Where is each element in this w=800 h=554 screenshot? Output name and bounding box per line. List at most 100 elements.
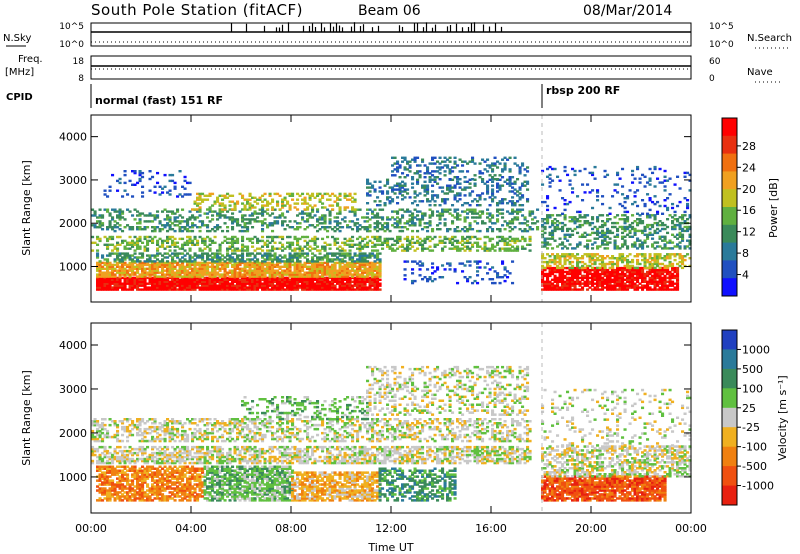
heatmap-cell: [298, 273, 302, 276]
heatmap-cell: [188, 239, 192, 243]
heatmap-cell: [491, 214, 495, 217]
heatmap-cell: [488, 166, 492, 169]
heatmap-cell: [518, 168, 522, 171]
heatmap-cell: [306, 275, 310, 278]
heatmap-cell: [431, 184, 435, 187]
heatmap-cell: [393, 226, 397, 229]
heatmap-cell: [218, 194, 222, 197]
heatmap-cell: [478, 237, 482, 241]
heatmap-cell: [526, 180, 530, 183]
heatmap-cell: [206, 245, 210, 248]
heatmap-cell: [186, 269, 190, 272]
heatmap-cell: [201, 269, 205, 272]
heatmap-cell: [121, 265, 125, 268]
heatmap-cell: [291, 258, 295, 261]
heatmap-cell: [581, 278, 585, 281]
heatmap-cell: [386, 241, 390, 244]
heatmap-cell: [441, 214, 445, 217]
heatmap-cell: [361, 252, 365, 255]
heatmap-cell: [571, 284, 575, 287]
heatmap-cell: [123, 173, 127, 177]
heatmap-cell: [331, 265, 335, 268]
heatmap-cell: [488, 218, 492, 221]
heatmap-cell: [458, 192, 462, 195]
heatmap-cell: [341, 260, 345, 263]
heatmap-cell: [243, 284, 247, 287]
heatmap-cell: [611, 278, 615, 281]
heatmap-cell: [268, 202, 272, 205]
heatmap-cell: [128, 273, 132, 276]
heatmap-cell: [153, 286, 157, 289]
heatmap-cell: [313, 263, 317, 267]
heatmap-cell: [651, 264, 655, 268]
heatmap-cell: [361, 216, 365, 219]
heatmap-cell: [581, 257, 585, 260]
heatmap-cell: [343, 216, 347, 219]
heatmap-cell: [246, 263, 250, 267]
heatmap-cell: [198, 263, 202, 267]
heatmap-cell: [316, 273, 320, 276]
heatmap-cell: [156, 276, 160, 280]
heatmap-cell: [428, 178, 432, 181]
heatmap-cell: [208, 273, 212, 276]
heatmap-cell: [648, 260, 652, 264]
heatmap-cell: [291, 263, 295, 267]
heatmap-cell: [233, 276, 237, 280]
heatmap-cell: [103, 280, 107, 283]
heatmap-cell: [513, 182, 517, 185]
heatmap-cell: [358, 265, 362, 268]
heatmap-cell: [288, 265, 292, 268]
heatmap-cell: [588, 264, 592, 268]
heatmap-cell: [143, 228, 147, 231]
heatmap-cell: [271, 200, 275, 203]
heatmap-cell: [546, 276, 550, 280]
heatmap-cell: [521, 184, 525, 187]
heatmap-cell: [648, 255, 652, 258]
heatmap-cell: [606, 268, 610, 272]
heatmap-cell: [103, 273, 107, 276]
heatmap-cell: [558, 258, 562, 262]
heatmap-cell: [111, 226, 115, 229]
heatmap-cell: [606, 284, 610, 287]
heatmap-cell: [296, 226, 300, 229]
heatmap-cell: [291, 275, 295, 278]
heatmap-cell: [151, 273, 155, 276]
heatmap-cell: [121, 195, 125, 198]
heatmap-cell: [431, 279, 435, 283]
heatmap-cell: [426, 186, 430, 189]
heatmap-cell: [198, 235, 202, 239]
heatmap-cell: [236, 284, 240, 287]
heatmap-cell: [151, 237, 155, 241]
heatmap-cell: [536, 228, 540, 231]
heatmap-cell: [243, 267, 247, 270]
heatmap-cell: [91, 208, 95, 211]
heatmap-cell: [173, 282, 177, 285]
heatmap-cell: [278, 216, 282, 219]
heatmap-cell: [111, 218, 115, 221]
heatmap-cell: [543, 239, 547, 242]
heatmap-cell: [248, 202, 252, 205]
heatmap-cell: [518, 198, 522, 201]
heatmap-cell: [96, 263, 100, 267]
heatmap-cell: [226, 241, 230, 244]
heatmap-cell: [353, 288, 357, 291]
heatmap-cell: [183, 288, 187, 291]
heatmap-cell: [246, 278, 250, 281]
heatmap-cell: [316, 258, 320, 261]
heatmap-cell: [218, 275, 222, 278]
heatmap-cell: [306, 247, 310, 250]
heatmap-cell: [496, 208, 500, 211]
heatmap-cell: [301, 278, 305, 281]
heatmap-cell: [236, 241, 240, 244]
heatmap-cell: [568, 286, 572, 289]
heatmap-cell: [378, 228, 382, 231]
heatmap-cell: [253, 218, 257, 221]
heatmap-cell: [628, 276, 632, 280]
heatmap-cell: [228, 284, 232, 287]
heatmap-cell: [676, 253, 680, 256]
heatmap-cell: [131, 243, 135, 246]
heatmap-cell: [263, 192, 267, 196]
heatmap-cell: [541, 282, 545, 285]
heatmap-cell: [491, 243, 495, 246]
heatmap-cell: [278, 261, 282, 265]
